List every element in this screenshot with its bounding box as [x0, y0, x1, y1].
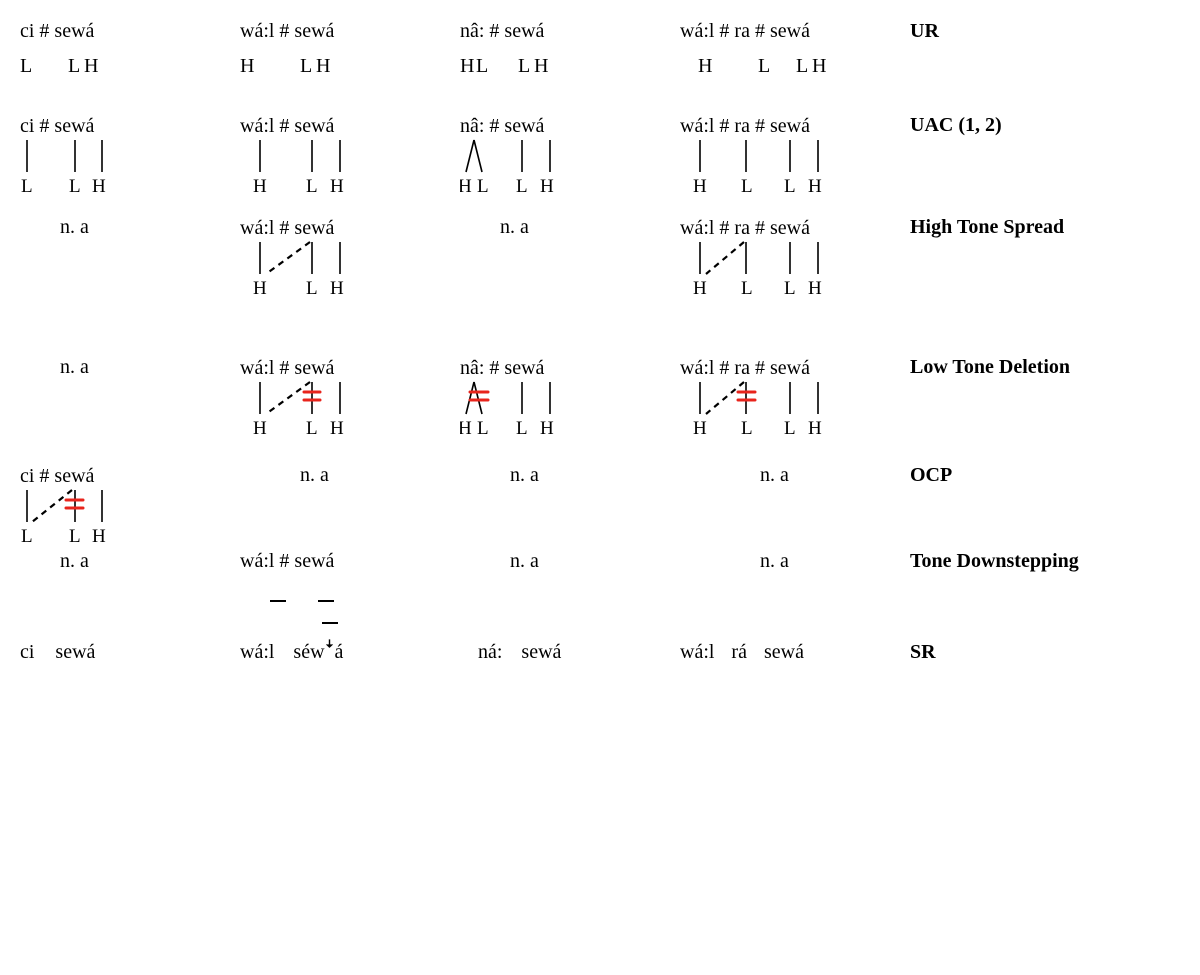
tones-na: H L L H	[460, 55, 670, 78]
svg-text:L: L	[69, 526, 81, 546]
svg-text:ci # sewá: ci # sewá	[20, 465, 95, 487]
ur-words-row: ci # sewá wá:l # sewá nâ: # sewá wá:l # …	[20, 20, 1180, 43]
word-wal-sewa: wá:l # sewá	[240, 550, 450, 573]
ltd-wal-ra-diagram: wá:l # ra # sewá H L L H	[680, 356, 860, 438]
svg-text:wá:l # sewá: wá:l # sewá	[240, 357, 335, 379]
label-ur: UR	[910, 20, 1180, 43]
svg-text:H: H	[330, 278, 344, 298]
col-4: wá:l # ra # sewá	[680, 20, 910, 43]
label-ltd: Low Tone Deletion	[910, 356, 1180, 379]
svg-text:L: L	[477, 176, 489, 196]
svg-text:L: L	[69, 176, 81, 196]
sr-row: ci sewá wá:l séwꜜá ná: sewá wá:l rá sewá…	[20, 641, 1180, 664]
uac-wal-ra-diagram: wá:l # ra # sewá H L L H	[680, 114, 860, 196]
svg-text:H: H	[808, 278, 822, 298]
word-wal-ra-sewa: wá:l # ra # sewá	[680, 20, 810, 42]
svg-text:L: L	[21, 526, 33, 546]
svg-text:wá:l # ra # sewá: wá:l # ra # sewá	[680, 357, 810, 379]
sr-wal: wá:l séwꜜá	[240, 641, 343, 663]
ltd-wal-diagram: wá:l # sewá H L H	[240, 356, 390, 438]
col-1: ci # sewá	[20, 20, 240, 43]
svg-text:H: H	[693, 278, 707, 298]
ocp-ci-diagram: ci # sewá L L H	[20, 464, 150, 546]
svg-text:wá:l # ra # sewá: wá:l # ra # sewá	[680, 217, 810, 239]
hts-row: n. a wá:l # sewá H L H n. a wá:l # ra # …	[20, 216, 1180, 326]
svg-text:L: L	[516, 418, 528, 438]
svg-text:nâ: # sewá: nâ: # sewá	[460, 357, 545, 379]
svg-text:L: L	[21, 176, 33, 196]
uac-na-diagram: nâ: # sewá H L L H	[460, 114, 600, 196]
svg-text:wá:l # ra # sewá: wá:l # ra # sewá	[680, 115, 810, 137]
svg-text:H: H	[330, 176, 344, 196]
svg-text:L: L	[516, 176, 528, 196]
svg-text:H: H	[460, 176, 472, 196]
svg-text:L: L	[741, 418, 753, 438]
svg-text:H: H	[253, 176, 267, 196]
svg-text:L: L	[306, 176, 318, 196]
svg-text:wá:l # sewá: wá:l # sewá	[240, 115, 335, 137]
na-text: n. a	[240, 464, 450, 487]
svg-text:L: L	[784, 176, 796, 196]
sr-ci: ci sewá	[20, 641, 95, 663]
svg-text:wá:l # sewá: wá:l # sewá	[240, 217, 335, 239]
svg-text:H: H	[808, 418, 822, 438]
svg-text:L: L	[741, 176, 753, 196]
col-2: wá:l # sewá	[240, 20, 460, 43]
svg-text:H: H	[92, 176, 106, 196]
svg-text:H: H	[540, 176, 554, 196]
sr-na: ná: sewá	[460, 641, 561, 663]
svg-text:H: H	[92, 526, 106, 546]
svg-text:L: L	[477, 418, 489, 438]
word-wal-sewa: wá:l # sewá	[240, 20, 334, 42]
svg-text:L: L	[306, 418, 318, 438]
svg-text:H: H	[460, 418, 472, 438]
svg-text:H: H	[253, 418, 267, 438]
svg-text:nâ: # sewá: nâ: # sewá	[460, 115, 545, 137]
tds-row: n. a wá:l # sewá n. a n. a Tone Downstep…	[20, 550, 1180, 633]
svg-text:ci # sewá: ci # sewá	[20, 115, 95, 137]
label-ocp: OCP	[910, 464, 1180, 487]
na-text: n. a	[20, 356, 230, 379]
svg-text:H: H	[253, 278, 267, 298]
word-na-sewa: nâ: # sewá	[460, 20, 544, 42]
ltd-na-diagram: nâ: # sewá H L L H	[460, 356, 600, 438]
svg-text:H: H	[808, 176, 822, 196]
sr-wal-ra: wá:l rá sewá	[680, 641, 804, 663]
tds-wal-diagram	[240, 573, 390, 633]
na-text: n. a	[460, 464, 670, 487]
hts-wal-ra-diagram: wá:l # ra # sewá H L L H	[680, 216, 860, 298]
svg-text:L: L	[306, 278, 318, 298]
ur-tones-row: L L H H L H H L L H H L	[20, 55, 1180, 78]
svg-text:L: L	[784, 278, 796, 298]
uac-ci-diagram: ci # sewá L L H	[20, 114, 150, 196]
svg-text:H: H	[693, 176, 707, 196]
svg-text:H: H	[540, 418, 554, 438]
label-tds: Tone Downstepping	[910, 550, 1180, 573]
label-uac: UAC (1, 2)	[910, 114, 1180, 137]
word-ci-sewa: ci # sewá	[20, 20, 94, 42]
tones-ci: L L H	[20, 55, 230, 78]
ocp-row: ci # sewá L L H n. a n. a n. a OCP	[20, 464, 1180, 546]
ltd-row: n. a wá:l # sewá H L H nâ: # sewá H L	[20, 356, 1180, 438]
na-text: n. a	[460, 216, 670, 239]
tones-wal-ra: H L L H	[680, 55, 900, 78]
na-text: n. a	[20, 216, 230, 239]
na-text: n. a	[680, 464, 900, 487]
na-text: n. a	[460, 550, 670, 573]
na-text: n. a	[20, 550, 230, 573]
svg-text:L: L	[784, 418, 796, 438]
tones-wal: H L H	[240, 55, 450, 78]
svg-text:L: L	[741, 278, 753, 298]
svg-text:H: H	[693, 418, 707, 438]
label-sr: SR	[910, 641, 1180, 664]
uac-row: ci # sewá L L H wá:l # sewá H L H nâ: # …	[20, 114, 1180, 196]
na-text: n. a	[680, 550, 900, 573]
uac-wal-diagram: wá:l # sewá H L H	[240, 114, 390, 196]
svg-text:H: H	[330, 418, 344, 438]
hts-wal-diagram: wá:l # sewá H L H	[240, 216, 390, 298]
label-hts: High Tone Spread	[910, 216, 1180, 239]
col-3: nâ: # sewá	[460, 20, 680, 43]
